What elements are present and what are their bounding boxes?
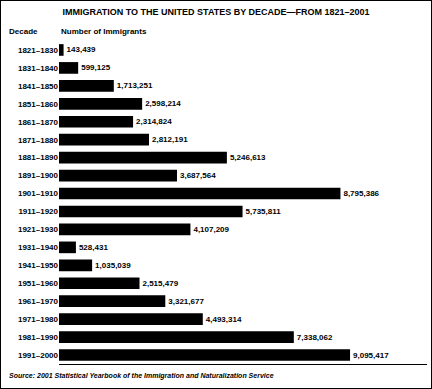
svg-text:3,687,564: 3,687,564 (180, 171, 216, 180)
svg-text:9,095,417: 9,095,417 (353, 351, 389, 360)
svg-text:1991–2000: 1991–2000 (18, 351, 59, 360)
svg-text:3,321,677: 3,321,677 (168, 297, 204, 306)
svg-text:1901–1910: 1901–1910 (18, 189, 59, 198)
svg-text:1961–1970: 1961–1970 (18, 297, 59, 306)
svg-text:143,439: 143,439 (67, 45, 96, 54)
svg-text:1981–1990: 1981–1990 (18, 333, 59, 342)
svg-text:1971–1980: 1971–1980 (18, 315, 59, 324)
svg-text:1891–1900: 1891–1900 (18, 171, 59, 180)
svg-text:1921–1930: 1921–1930 (18, 225, 59, 234)
svg-text:528,431: 528,431 (79, 243, 108, 252)
svg-text:1821–1830: 1821–1830 (18, 46, 59, 55)
svg-text:599,125: 599,125 (81, 63, 110, 72)
svg-text:1,035,039: 1,035,039 (95, 261, 131, 270)
svg-text:Number of Immigrants: Number of Immigrants (61, 27, 147, 36)
svg-text:1861–1870: 1861–1870 (18, 118, 59, 127)
svg-text:1851–1860: 1851–1860 (18, 100, 59, 109)
svg-text:1941–1950: 1941–1950 (18, 261, 59, 270)
svg-text:1911–1920: 1911–1920 (18, 207, 58, 216)
svg-text:1931–1940: 1931–1940 (18, 243, 59, 252)
svg-text:1831–1840: 1831–1840 (18, 64, 59, 73)
svg-text:Source: 2001 Statistical Yearb: Source: 2001 Statistical Yearbook of the… (9, 372, 274, 380)
svg-text:IMMIGRATION TO THE UNITED STAT: IMMIGRATION TO THE UNITED STATES BY DECA… (62, 7, 369, 17)
svg-text:1951–1960: 1951–1960 (18, 279, 59, 288)
svg-text:2,812,191: 2,812,191 (152, 135, 188, 144)
svg-text:1841–1850: 1841–1850 (18, 82, 59, 91)
svg-text:4,493,314: 4,493,314 (206, 315, 242, 324)
svg-text:2,598,214: 2,598,214 (145, 99, 181, 108)
svg-text:Decade: Decade (9, 27, 38, 36)
svg-text:1,713,251: 1,713,251 (117, 81, 153, 90)
svg-text:4,107,209: 4,107,209 (193, 225, 229, 234)
svg-text:5,246,613: 5,246,613 (230, 153, 266, 162)
svg-text:2,515,479: 2,515,479 (143, 279, 179, 288)
svg-text:1871–1880: 1871–1880 (18, 135, 59, 144)
svg-text:5,735,811: 5,735,811 (246, 207, 282, 216)
svg-text:2,314,824: 2,314,824 (136, 117, 172, 126)
svg-text:8,795,386: 8,795,386 (343, 189, 379, 198)
svg-text:1881–1890: 1881–1890 (18, 153, 59, 162)
svg-text:7,338,062: 7,338,062 (297, 333, 333, 342)
